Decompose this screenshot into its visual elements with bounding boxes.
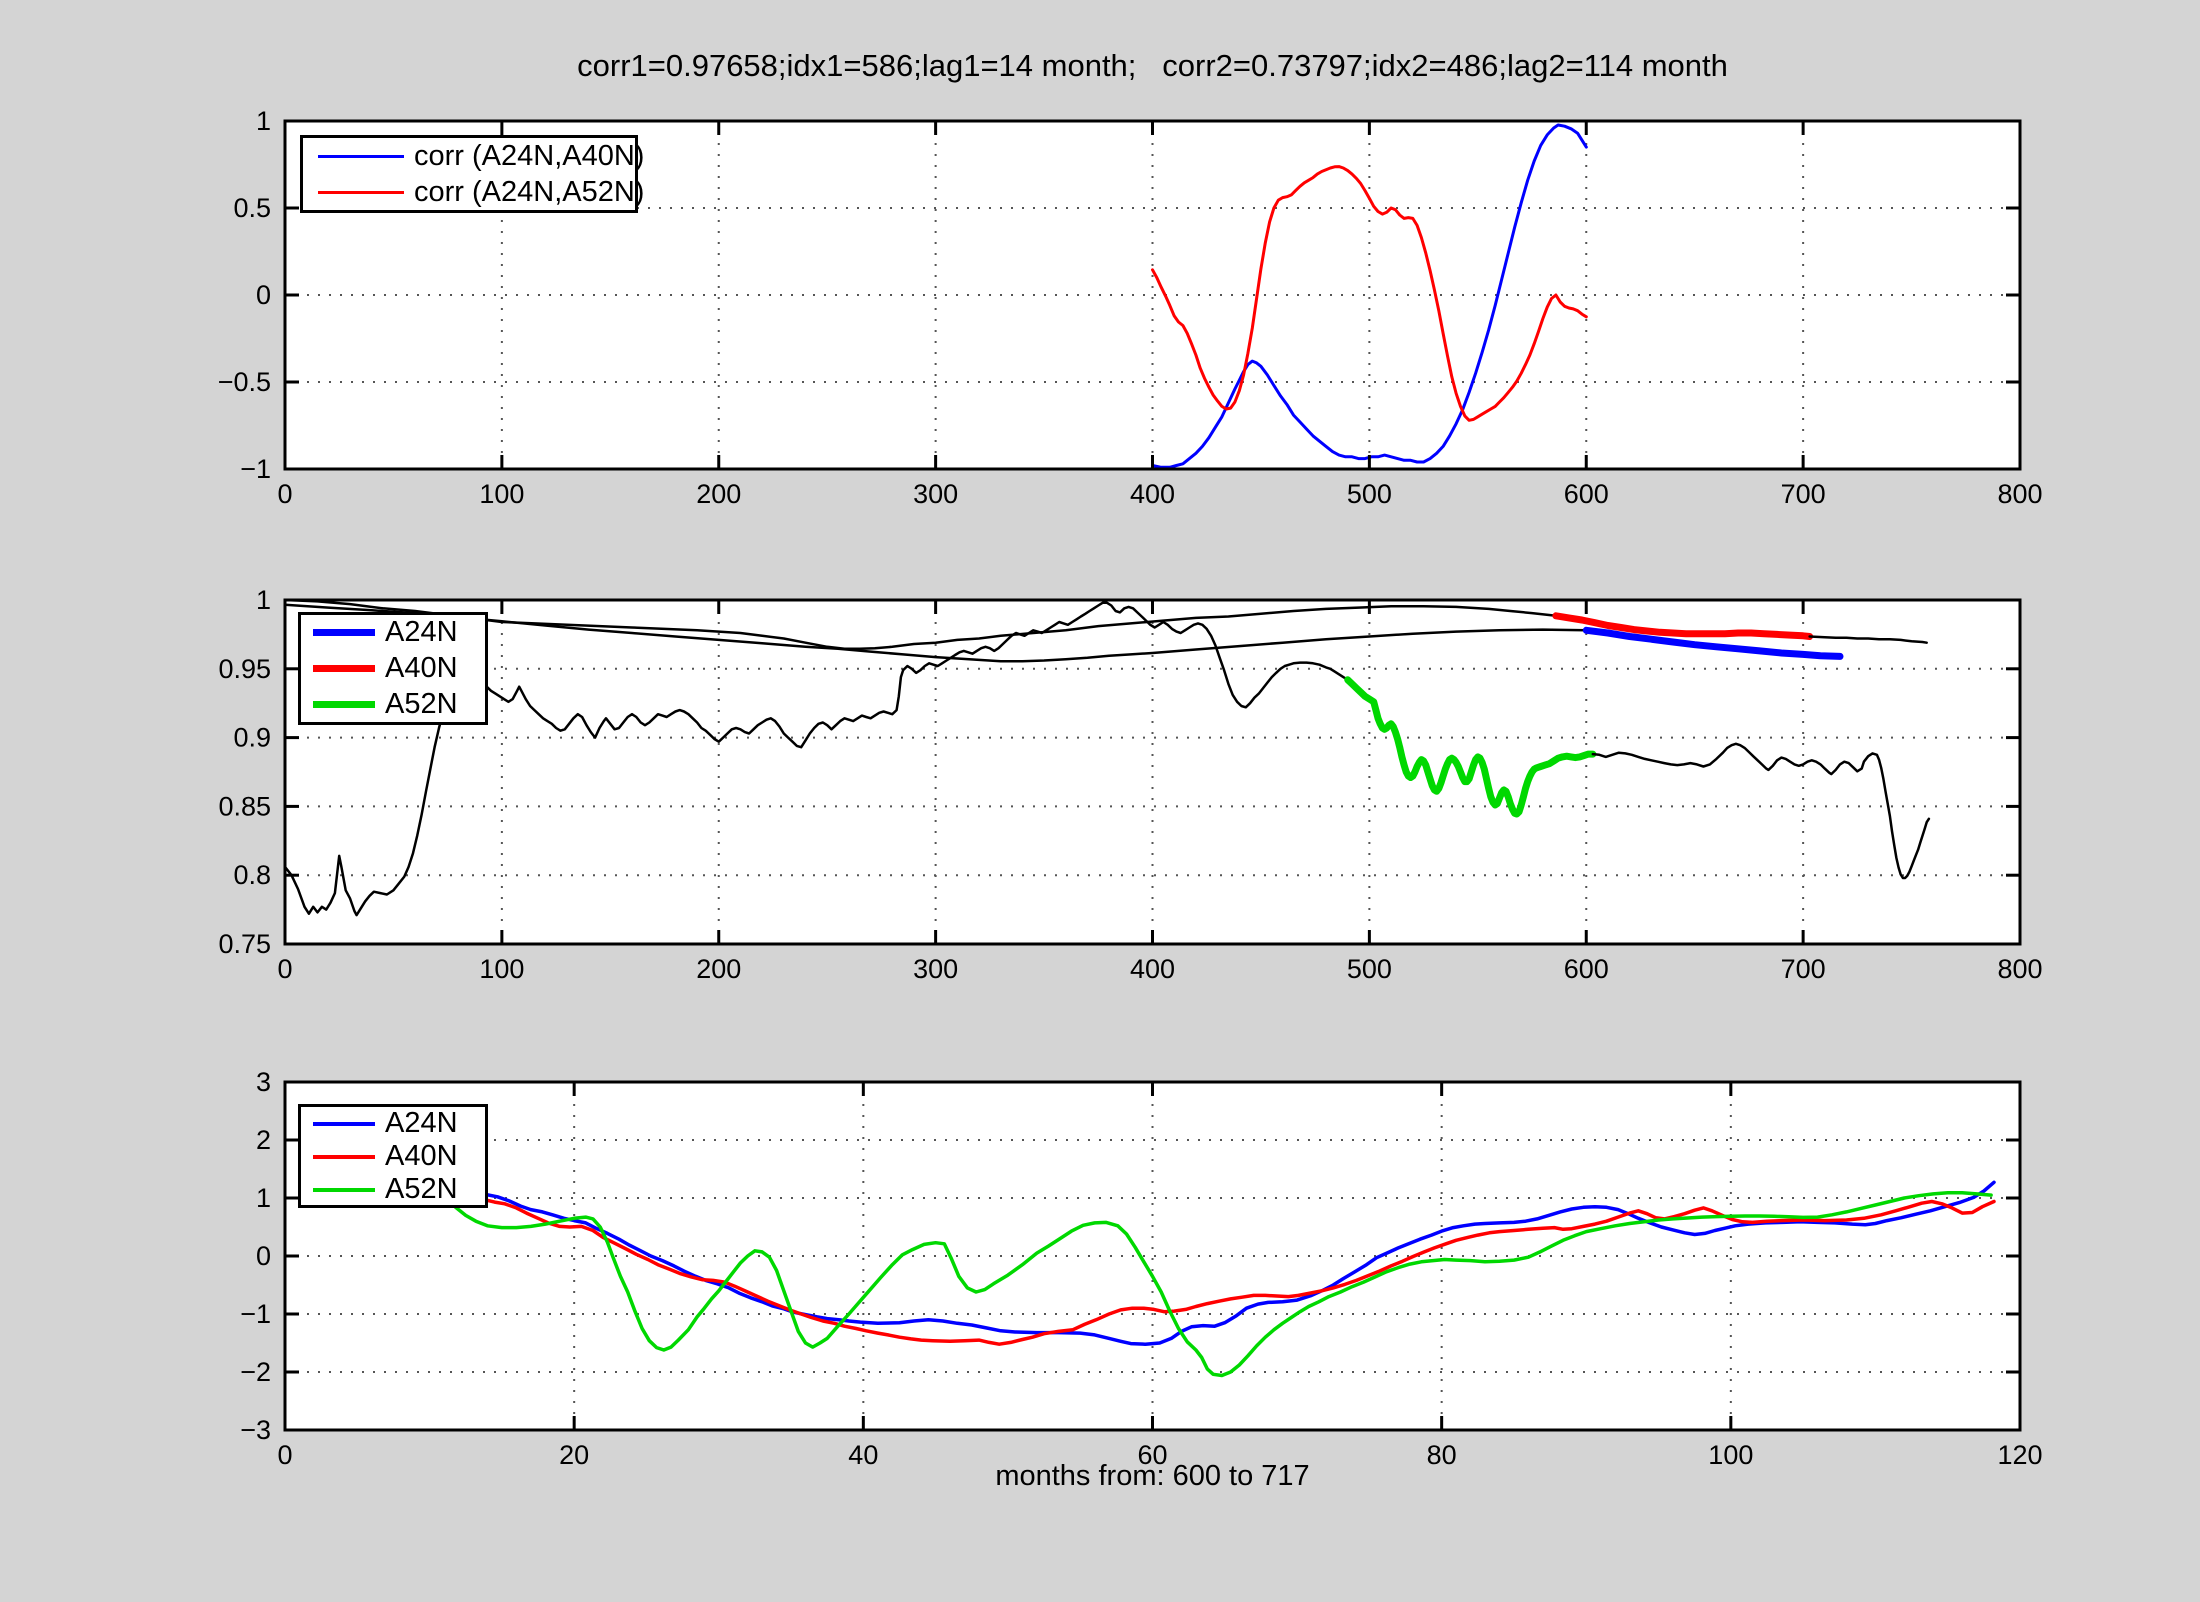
series-A40N-highlight-586-703 [1552,612,1814,640]
y-tick-label: 0.75 [218,929,271,959]
x-tick-label: 0 [277,1440,292,1470]
y-tick-label: −1 [240,1299,271,1329]
legend-label: A52N [385,1173,458,1205]
x-tick-label: 800 [1997,479,2042,509]
legend-line-green [313,1187,375,1192]
legend-item: A52N [301,1173,485,1206]
series-corr-A24N-A52N [1151,165,1588,422]
legend-similarity: A24N A40N A52N [298,612,488,725]
x-tick-label: 100 [479,479,524,509]
legend-line-blue [313,1121,375,1126]
legend-item: A52N [301,688,485,721]
y-tick-label: 3 [256,1067,271,1097]
legend-item: A40N [301,1140,485,1173]
y-tick-label: 1 [256,106,271,136]
x-tick-label: 500 [1347,954,1392,984]
legend-item: corr (A24N,A40N) [303,140,644,173]
x-tick-label: 400 [1130,479,1175,509]
y-tick-label: 0 [256,1241,271,1271]
legend-label: A24N [385,616,458,649]
x-tick-label: 600 [1564,954,1609,984]
similarity-plot: 0 100 200 300 400 500 600 700 800 1 0.95 0.9 0.85 0.8… [218,585,2042,984]
legend-label: A40N [385,1140,458,1172]
y-tick-label: −3 [240,1415,271,1445]
y-tick-label: −0.5 [218,367,271,397]
y-tick-label: −2 [240,1357,271,1387]
x-tick-label: 800 [1997,954,2042,984]
y-tick-label: 0.5 [233,193,271,223]
x-tick-label: 200 [696,479,741,509]
series-A40N-history-tail [1808,635,1928,644]
legend-item: A40N [301,652,485,685]
series-A24N-history [283,603,1588,663]
x-tick-label: 400 [1130,954,1175,984]
legend-line-blue [318,154,404,158]
series-A52N-highlight-486-603 [1344,676,1597,818]
y-tick-label: 2 [256,1125,271,1155]
x-tick-label: 700 [1781,954,1826,984]
y-tick-label: −1 [240,454,271,484]
legend-label: A24N [385,1107,458,1139]
x-tick-label: 600 [1564,479,1609,509]
x-tick-label: 300 [913,479,958,509]
x-tick-label: 500 [1347,479,1392,509]
anomaly-plot: 0 20 40 60 80 100 120 3 2 1 0 −1 −2 −3 [240,1067,2042,1470]
legend-label: corr (A24N,A52N) [414,175,645,208]
y-tick-label: 0.85 [218,791,271,821]
x-tick-label: 120 [1997,1440,2042,1470]
x-tick-label: 100 [479,954,524,984]
y-tick-label: 0.95 [218,654,271,684]
legend-item: A24N [301,616,485,649]
legend-label: corr (A24N,A40N) [414,139,645,172]
x-tick-label: 20 [559,1440,589,1470]
series-A24N-highlight-600-717 [1582,626,1844,660]
x-tick-label: 40 [848,1440,878,1470]
legend-anomaly: A24N A40N A52N [298,1104,488,1208]
legend-line-green [313,700,375,708]
series-A52N-history-tail [1591,742,1931,880]
y-tick-label: 1 [256,1183,271,1213]
x-tick-label: 0 [277,954,292,984]
legend-correlation: corr (A24N,A40N) corr (A24N,A52N) [300,135,644,213]
y-tick-label: 0.8 [233,860,271,890]
legend-line-red [313,1154,375,1159]
plot-area [285,1082,2020,1430]
legend-line-blue [313,629,375,637]
x-tick-label: 300 [913,954,958,984]
series-A52N-anomaly [453,1191,1993,1378]
y-tick-label: 1 [256,585,271,615]
legend-line-red [313,664,375,672]
legend-line-red [318,190,404,194]
legend-label: A40N [385,651,458,684]
y-tick-label: 0.9 [233,723,271,753]
x-tick-label: 100 [1708,1440,1753,1470]
x-tick-label: 700 [1781,479,1826,509]
x-tick-label: 0 [277,479,292,509]
x-tick-label: 80 [1427,1440,1457,1470]
x-axis-label: months from: 600 to 717 [995,1460,1310,1492]
legend-item: A24N [301,1107,485,1140]
legend-item: corr (A24N,A52N) [303,176,644,209]
x-tick-label: 60 [1137,1440,1167,1470]
x-tick-label: 200 [696,954,741,984]
legend-label: A52N [385,687,458,720]
series-A40N-history [283,598,1558,651]
y-tick-label: 0 [256,280,271,310]
series-A40N-anomaly [465,1195,1996,1346]
figure-title: corr1=0.97658;idx1=586;lag1=14 month; co… [577,48,1728,83]
